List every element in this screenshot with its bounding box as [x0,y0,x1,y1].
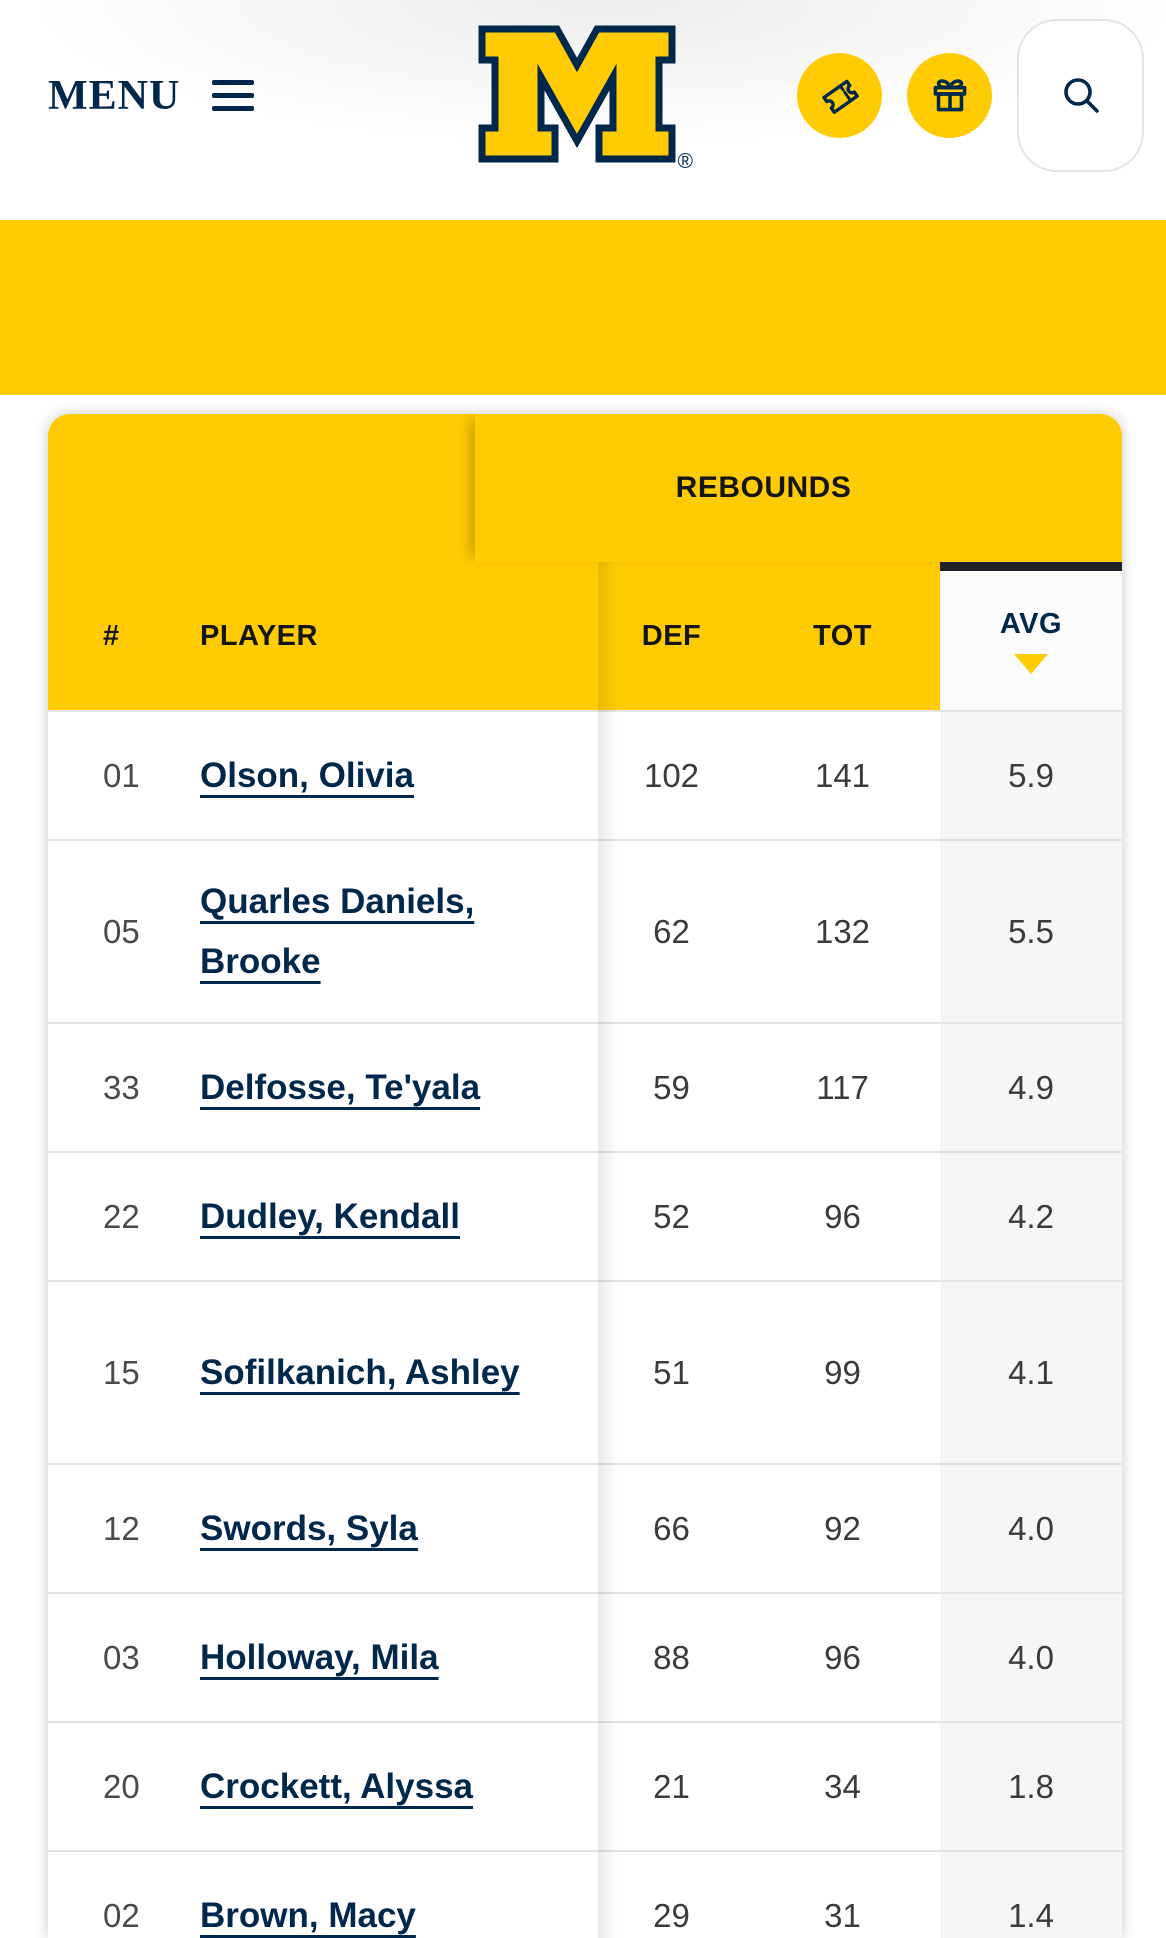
table-row: 02 Brown, Macy 29 31 1.4 [48,1850,1122,1938]
menu-button[interactable]: MENU [48,66,255,126]
def-rebounds-value: 59 [653,1068,690,1106]
player-link[interactable]: Crockett, Alyssa [200,1766,473,1806]
avg-rebounds-value: 1.4 [940,1852,1122,1938]
table-row: 33 Delfosse, Te'yala 59 117 4.9 [48,1022,1122,1151]
avg-rebounds-value: 4.1 [940,1282,1122,1463]
tot-rebounds-value: 132 [814,912,871,950]
registered-mark: ® [677,150,693,173]
player-link[interactable]: Brown, Macy [200,1895,416,1935]
player-cell: Delfosse, Te'yala [163,1024,598,1151]
player-link[interactable]: Quarles Daniels, Brooke [200,881,475,981]
player-cell: Dudley, Kendall [163,1153,598,1280]
table-row: 12 Swords, Syla 66 92 4.0 [48,1463,1122,1592]
jersey-number: 33 [103,1068,140,1106]
avg-rebounds-value: 4.0 [940,1465,1122,1592]
sport-banner: WOMEN'S BASKETBALL More [0,220,1166,575]
player-link[interactable]: Holloway, Mila [200,1637,439,1677]
def-rebounds-value: 21 [653,1767,690,1805]
def-rebounds-value: 102 [643,756,700,794]
column-header-number: # [103,619,120,652]
player-cell: Brown, Macy [163,1852,598,1938]
jersey-number: 15 [103,1353,140,1391]
player-cell: Quarles Daniels, Brooke [163,841,598,1022]
table-row: 20 Crockett, Alyssa 21 34 1.8 [48,1721,1122,1850]
def-rebounds-value: 29 [653,1896,690,1934]
tot-rebounds-value: 99 [824,1353,861,1391]
tot-rebounds-value: 34 [824,1767,861,1805]
player-link[interactable]: Delfosse, Te'yala [200,1067,481,1107]
search-icon [1057,72,1105,120]
avg-rebounds-value: 5.5 [940,841,1122,1022]
gift-button[interactable] [907,53,992,138]
tot-rebounds-value: 141 [814,756,871,794]
table-row: 15 Sofilkanich, Ashley 51 99 4.1 [48,1280,1122,1463]
def-rebounds-value: 88 [653,1638,690,1676]
def-rebounds-value: 52 [653,1197,690,1235]
tot-rebounds-value: 31 [824,1896,861,1934]
tickets-button[interactable] [797,53,882,138]
avg-rebounds-value: 4.0 [940,1594,1122,1721]
gift-icon [925,71,975,121]
site-header: MENU ® [0,0,1166,220]
table-body: 01 Olson, Olivia 102 141 5.9 05 Quarles … [48,710,1122,1938]
column-header-tot[interactable]: TOT [813,619,872,652]
column-header-player: PLAYER [200,619,318,652]
player-cell: Holloway, Mila [163,1594,598,1721]
player-cell: Sofilkanich, Ashley [163,1282,598,1463]
jersey-number: 12 [103,1509,140,1547]
table-group-header-row: REBOUNDS [48,414,1122,562]
player-cell: Crockett, Alyssa [163,1723,598,1850]
menu-label: MENU [48,73,181,119]
table-row: 05 Quarles Daniels, Brooke 62 132 5.5 [48,839,1122,1022]
table-row: 01 Olson, Olivia 102 141 5.9 [48,710,1122,839]
jersey-number: 01 [103,756,140,794]
jersey-number: 22 [103,1197,140,1235]
avg-rebounds-value: 4.2 [940,1153,1122,1280]
block-m-icon [477,20,677,168]
tot-rebounds-value: 96 [824,1638,861,1676]
rebounds-stats-table: REBOUNDS # PLAYER DEF TOT AVG 01 Olson, … [48,414,1122,1938]
player-cell: Swords, Syla [163,1465,598,1592]
hamburger-icon [212,79,255,113]
ticket-icon [814,70,866,122]
jersey-number: 20 [103,1767,140,1805]
avg-rebounds-value: 1.8 [940,1723,1122,1850]
player-link[interactable]: Dudley, Kendall [200,1196,460,1236]
michigan-block-m-logo[interactable]: ® [477,20,693,173]
player-link[interactable]: Swords, Syla [200,1508,418,1548]
jersey-number: 02 [103,1896,140,1934]
table-column-header-row: # PLAYER DEF TOT AVG [48,562,1122,710]
def-rebounds-value: 51 [653,1353,690,1391]
def-rebounds-value: 62 [653,912,690,950]
player-link[interactable]: Olson, Olivia [200,755,414,795]
column-header-avg-sorted[interactable]: AVG [940,562,1122,710]
table-row: 03 Holloway, Mila 88 96 4.0 [48,1592,1122,1721]
jersey-number: 05 [103,912,140,950]
player-cell: Olson, Olivia [163,712,598,839]
avg-rebounds-value: 4.9 [940,1024,1122,1151]
tot-rebounds-value: 96 [824,1197,861,1235]
avg-header-label: AVG [999,607,1063,640]
player-link[interactable]: Sofilkanich, Ashley [200,1352,520,1392]
jersey-number: 03 [103,1638,140,1676]
column-header-def[interactable]: DEF [641,619,702,652]
tot-rebounds-value: 92 [824,1509,861,1547]
sort-descending-icon [1014,653,1048,674]
search-button[interactable] [1017,19,1144,172]
group-header-spacer [48,414,475,562]
group-header-rebounds: REBOUNDS [475,414,1122,562]
table-row: 22 Dudley, Kendall 52 96 4.2 [48,1151,1122,1280]
avg-rebounds-value: 5.9 [940,712,1122,839]
tot-rebounds-value: 117 [816,1068,869,1106]
def-rebounds-value: 66 [653,1509,690,1547]
